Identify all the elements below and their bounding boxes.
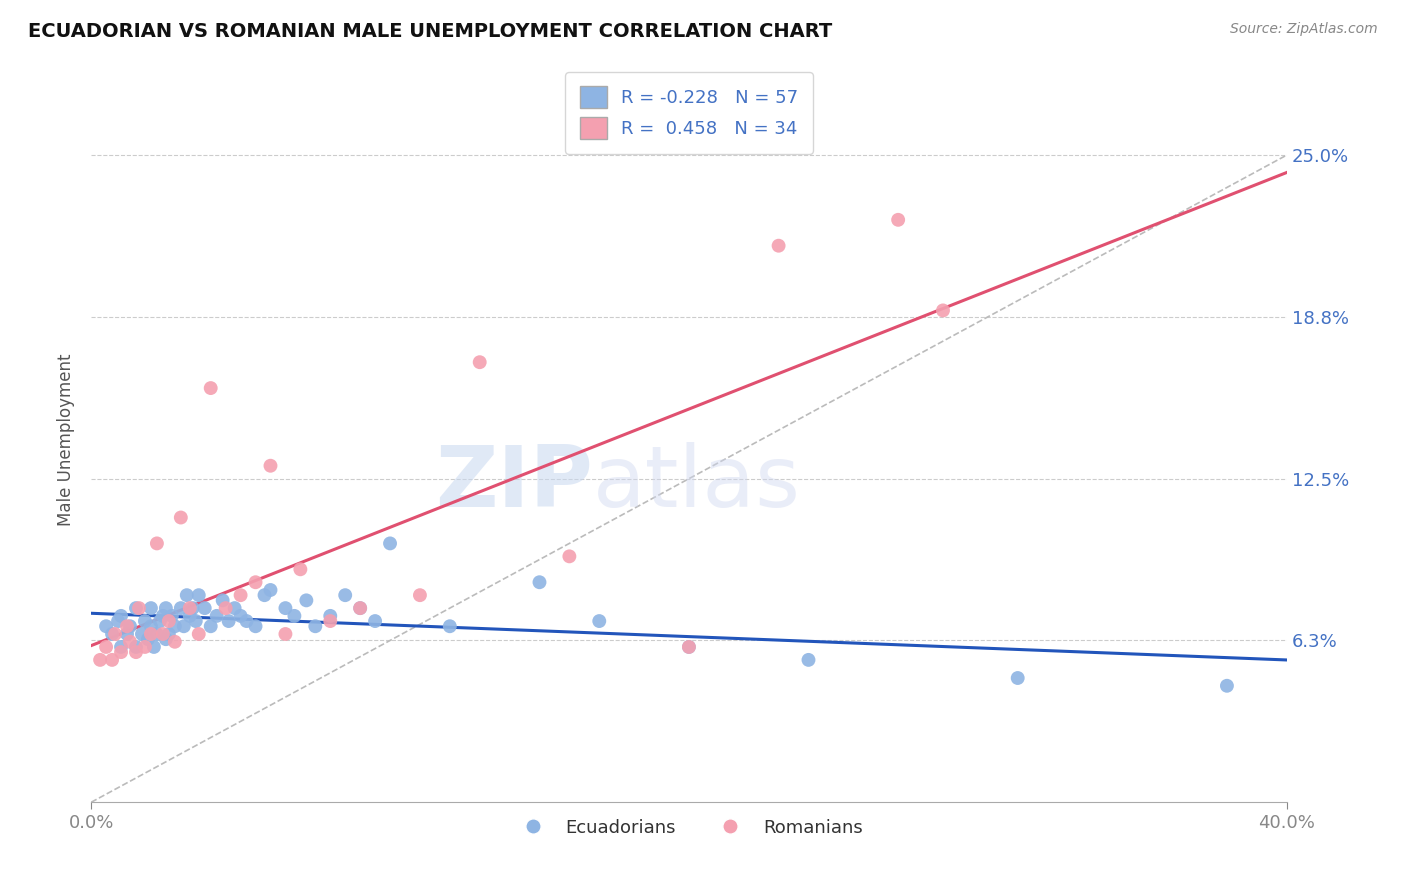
Y-axis label: Male Unemployment: Male Unemployment: [58, 353, 75, 526]
Point: [94, 640, 117, 654]
Point: [588, 614, 610, 628]
Point: [128, 601, 150, 615]
Point: [176, 588, 198, 602]
Point: [155, 601, 177, 615]
Point: [283, 608, 305, 623]
Point: [558, 549, 581, 564]
Point: [304, 619, 326, 633]
Point: [797, 653, 820, 667]
Text: ECUADORIAN VS ROMANIAN MALE UNEMPLOYMENT CORRELATION CHART: ECUADORIAN VS ROMANIAN MALE UNEMPLOYMENT…: [28, 22, 832, 41]
Point: [200, 381, 222, 395]
Point: [205, 608, 228, 623]
Point: [107, 614, 129, 628]
Point: [118, 619, 141, 633]
Point: [104, 627, 127, 641]
Point: [146, 627, 169, 641]
Point: [115, 627, 138, 641]
Point: [110, 608, 132, 623]
Point: [335, 588, 357, 602]
Point: [468, 355, 491, 369]
Point: [319, 608, 342, 623]
Point: [364, 614, 387, 628]
Point: [349, 601, 371, 615]
Point: [155, 632, 177, 647]
Point: [157, 627, 180, 641]
Point: [94, 619, 117, 633]
Point: [678, 640, 700, 654]
Point: [218, 614, 240, 628]
Legend: Ecuadorians, Romanians: Ecuadorians, Romanians: [508, 812, 870, 844]
Point: [224, 601, 246, 615]
Point: [235, 614, 257, 628]
Point: [152, 608, 174, 623]
Point: [181, 601, 204, 615]
Text: Source: ZipAtlas.com: Source: ZipAtlas.com: [1230, 22, 1378, 37]
Point: [187, 588, 209, 602]
Point: [136, 632, 159, 647]
Point: [101, 653, 124, 667]
Point: [245, 619, 267, 633]
Text: atlas: atlas: [593, 442, 801, 524]
Point: [274, 627, 297, 641]
Point: [134, 614, 156, 628]
Point: [378, 536, 401, 550]
Point: [179, 608, 201, 623]
Point: [253, 588, 276, 602]
Point: [134, 640, 156, 654]
Point: [439, 619, 461, 633]
Point: [200, 619, 222, 633]
Point: [211, 593, 233, 607]
Point: [163, 634, 186, 648]
Point: [160, 608, 183, 623]
Point: [131, 627, 153, 641]
Point: [179, 601, 201, 615]
Point: [349, 601, 371, 615]
Point: [125, 645, 148, 659]
Point: [149, 614, 172, 628]
Point: [139, 619, 162, 633]
Point: [290, 562, 312, 576]
Point: [184, 614, 207, 628]
Point: [319, 614, 342, 628]
Point: [187, 627, 209, 641]
Point: [887, 212, 910, 227]
Point: [678, 640, 700, 654]
Point: [89, 653, 111, 667]
Point: [295, 593, 318, 607]
Point: [170, 510, 193, 524]
Point: [409, 588, 432, 602]
Point: [259, 582, 281, 597]
Point: [932, 303, 955, 318]
Point: [229, 608, 252, 623]
Point: [142, 640, 165, 654]
Point: [110, 645, 132, 659]
Point: [1007, 671, 1029, 685]
Point: [768, 238, 790, 252]
Point: [118, 634, 141, 648]
Point: [139, 627, 162, 641]
Point: [101, 627, 124, 641]
Point: [259, 458, 281, 473]
Point: [115, 619, 138, 633]
Point: [1216, 679, 1239, 693]
Text: ZIP: ZIP: [436, 442, 593, 524]
Point: [173, 619, 195, 633]
Point: [214, 601, 236, 615]
Point: [245, 575, 267, 590]
Point: [529, 575, 551, 590]
Point: [194, 601, 217, 615]
Point: [146, 536, 169, 550]
Point: [110, 640, 132, 654]
Point: [152, 627, 174, 641]
Point: [125, 601, 148, 615]
Point: [170, 601, 193, 615]
Point: [274, 601, 297, 615]
Point: [139, 601, 162, 615]
Point: [157, 614, 180, 628]
Point: [229, 588, 252, 602]
Point: [163, 619, 186, 633]
Point: [125, 640, 148, 654]
